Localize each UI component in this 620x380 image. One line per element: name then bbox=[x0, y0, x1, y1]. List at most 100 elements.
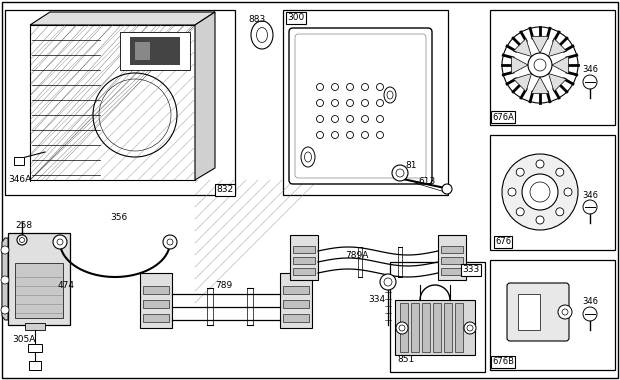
Bar bbox=[438, 235, 466, 280]
Polygon shape bbox=[531, 36, 549, 53]
Circle shape bbox=[502, 27, 578, 103]
Circle shape bbox=[536, 160, 544, 168]
Circle shape bbox=[464, 322, 476, 334]
FancyBboxPatch shape bbox=[507, 283, 569, 341]
Polygon shape bbox=[531, 77, 549, 93]
Circle shape bbox=[583, 307, 597, 321]
Polygon shape bbox=[549, 38, 567, 57]
Bar bbox=[290, 235, 318, 280]
Circle shape bbox=[392, 165, 408, 181]
Bar bbox=[15, 263, 63, 318]
Bar bbox=[283, 10, 448, 195]
Circle shape bbox=[558, 305, 572, 319]
Polygon shape bbox=[512, 56, 528, 74]
Text: eReplacementParts.com: eReplacementParts.com bbox=[234, 195, 386, 209]
Bar bbox=[441, 246, 463, 253]
Bar bbox=[400, 303, 408, 352]
Text: 333: 333 bbox=[463, 266, 480, 274]
Polygon shape bbox=[30, 12, 215, 25]
Bar bbox=[293, 246, 315, 253]
Circle shape bbox=[442, 184, 452, 194]
Bar bbox=[433, 303, 441, 352]
Polygon shape bbox=[2, 238, 8, 320]
Bar bbox=[28, 344, 42, 352]
Text: 346: 346 bbox=[582, 298, 598, 307]
Text: 676B: 676B bbox=[492, 358, 514, 366]
Bar bbox=[283, 300, 309, 308]
Circle shape bbox=[1, 276, 9, 284]
Circle shape bbox=[1, 306, 9, 314]
Circle shape bbox=[53, 235, 67, 249]
Circle shape bbox=[502, 154, 578, 230]
Polygon shape bbox=[195, 12, 215, 180]
Text: 613: 613 bbox=[418, 177, 435, 187]
Bar bbox=[14, 157, 24, 165]
Bar bbox=[5, 10, 235, 195]
Text: 300: 300 bbox=[288, 14, 304, 22]
Text: 676A: 676A bbox=[492, 112, 514, 122]
Bar bbox=[143, 286, 169, 294]
Bar bbox=[280, 273, 312, 328]
Circle shape bbox=[1, 246, 9, 254]
Bar bbox=[293, 268, 315, 275]
Circle shape bbox=[556, 168, 564, 176]
Circle shape bbox=[508, 188, 516, 196]
Polygon shape bbox=[552, 56, 569, 74]
Text: 676: 676 bbox=[495, 238, 511, 247]
Bar bbox=[120, 32, 190, 70]
Bar bbox=[411, 303, 419, 352]
Circle shape bbox=[536, 216, 544, 224]
Circle shape bbox=[556, 208, 564, 216]
Circle shape bbox=[17, 235, 27, 245]
Polygon shape bbox=[513, 38, 531, 57]
Bar bbox=[135, 42, 150, 60]
Bar bbox=[490, 135, 615, 250]
Bar bbox=[25, 323, 45, 330]
Bar bbox=[130, 37, 180, 65]
Bar bbox=[143, 300, 169, 308]
Text: 81: 81 bbox=[405, 160, 417, 169]
Bar bbox=[8, 233, 70, 325]
Bar bbox=[143, 314, 169, 322]
Bar bbox=[422, 303, 430, 352]
Polygon shape bbox=[513, 73, 531, 92]
Text: 346: 346 bbox=[582, 190, 598, 200]
Bar bbox=[140, 273, 172, 328]
Bar bbox=[390, 262, 485, 372]
Bar bbox=[455, 303, 463, 352]
Text: 305A: 305A bbox=[12, 336, 35, 345]
Text: 258: 258 bbox=[15, 220, 32, 230]
Circle shape bbox=[528, 53, 552, 77]
Bar bbox=[490, 260, 615, 370]
Bar bbox=[293, 257, 315, 264]
Text: 346A: 346A bbox=[8, 176, 31, 185]
Text: 789A: 789A bbox=[345, 250, 368, 260]
Bar bbox=[490, 10, 615, 125]
Circle shape bbox=[516, 208, 524, 216]
Circle shape bbox=[516, 168, 524, 176]
Circle shape bbox=[583, 75, 597, 89]
Text: 346: 346 bbox=[582, 65, 598, 74]
Bar bbox=[441, 268, 463, 275]
Polygon shape bbox=[549, 73, 567, 92]
Bar bbox=[283, 286, 309, 294]
Text: 851: 851 bbox=[397, 356, 414, 364]
Bar bbox=[518, 294, 540, 330]
Circle shape bbox=[163, 235, 177, 249]
Bar bbox=[441, 257, 463, 264]
Circle shape bbox=[380, 274, 396, 290]
Bar bbox=[29, 361, 41, 370]
Circle shape bbox=[583, 200, 597, 214]
Text: 832: 832 bbox=[216, 185, 234, 195]
Bar bbox=[395, 300, 475, 355]
Bar bbox=[283, 314, 309, 322]
Circle shape bbox=[522, 174, 558, 210]
Text: 356: 356 bbox=[110, 214, 127, 223]
Text: 334: 334 bbox=[368, 296, 385, 304]
Text: 789: 789 bbox=[215, 280, 232, 290]
Text: 883: 883 bbox=[248, 16, 265, 24]
FancyBboxPatch shape bbox=[289, 28, 432, 184]
Text: 474: 474 bbox=[58, 280, 75, 290]
Circle shape bbox=[564, 188, 572, 196]
Circle shape bbox=[396, 322, 408, 334]
